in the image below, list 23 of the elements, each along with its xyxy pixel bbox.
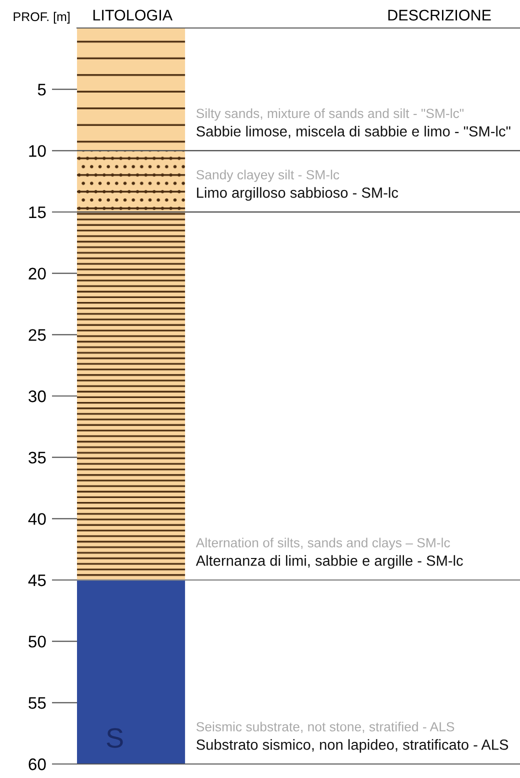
y-tick-label: 5 <box>38 84 46 96</box>
annotation: Sandy clayey silt - SM-lc <box>196 170 340 182</box>
y-tick-label: 60 <box>28 758 46 770</box>
y-tick-label: 55 <box>28 697 46 709</box>
y-tick-label: 35 <box>28 452 46 464</box>
annotation: Limo argilloso sabbioso - SM-lc <box>197 187 398 201</box>
y-tick-label: 25 <box>28 329 46 341</box>
annotation: Alternation of silts, sands and clays – SM-lc <box>196 538 450 550</box>
y-tick-label: 10 <box>29 145 46 157</box>
text: DESCRIZIONE <box>388 10 491 21</box>
y-tick-label: 50 <box>28 636 46 648</box>
annotation: Alternanza di limi, sabbie e argille - SM-lc <box>196 555 463 569</box>
annotation: Sabbie limose, miscela di sabbie e limo - "SM-lc" <box>196 126 510 138</box>
y-tick-label: 45 <box>28 574 46 586</box>
y-tick-label: 20 <box>28 268 46 280</box>
y-axis-title: PROF. [m] <box>14 12 70 24</box>
annotation: Substrato sismico, non lapideo, stratificato - ALS <box>196 739 508 753</box>
annotation: Silty sands, mixture of sands and silt - "SM-lc" <box>196 108 464 121</box>
y-tick-label: 40 <box>28 513 46 525</box>
y-tick-label: 15 <box>29 206 46 218</box>
x-axis-title: LITOLOGIA <box>93 10 173 21</box>
y-tick-label: 30 <box>28 390 46 402</box>
annotation: Seismic substrate, not stone, stratified - ALS <box>196 722 454 733</box>
